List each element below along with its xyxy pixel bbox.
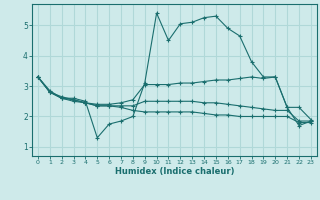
X-axis label: Humidex (Indice chaleur): Humidex (Indice chaleur) — [115, 167, 234, 176]
